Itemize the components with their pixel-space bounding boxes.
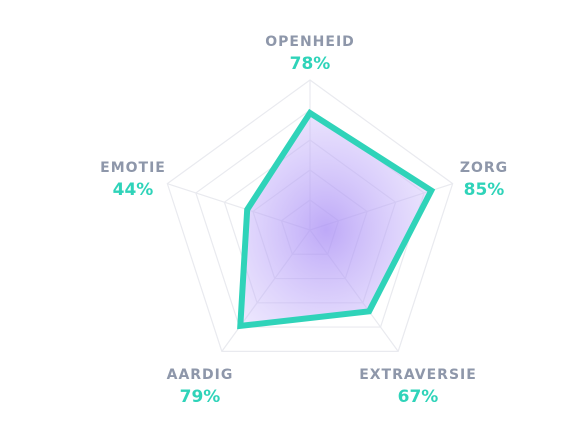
marks bbox=[237, 108, 436, 330]
value-label: 67% bbox=[398, 387, 439, 407]
value-label: 85% bbox=[464, 180, 505, 200]
value-label: 79% bbox=[180, 387, 221, 407]
axis-label: EMOTIE bbox=[100, 160, 166, 176]
value-label: 78% bbox=[290, 54, 331, 74]
axis-label: AARDIG bbox=[167, 367, 234, 383]
axis-label: EXTRAVERSIE bbox=[359, 367, 477, 383]
value-label: 44% bbox=[113, 180, 154, 200]
radar-area bbox=[237, 108, 436, 330]
grid-ring bbox=[166, 79, 454, 352]
axis-label: OPENHEID bbox=[265, 34, 355, 50]
axis-label: ZORG bbox=[460, 160, 508, 176]
labels: OPENHEID 78% ZORG 85% EXTRAVERSIE 67% AARDIG 79… bbox=[100, 34, 508, 407]
